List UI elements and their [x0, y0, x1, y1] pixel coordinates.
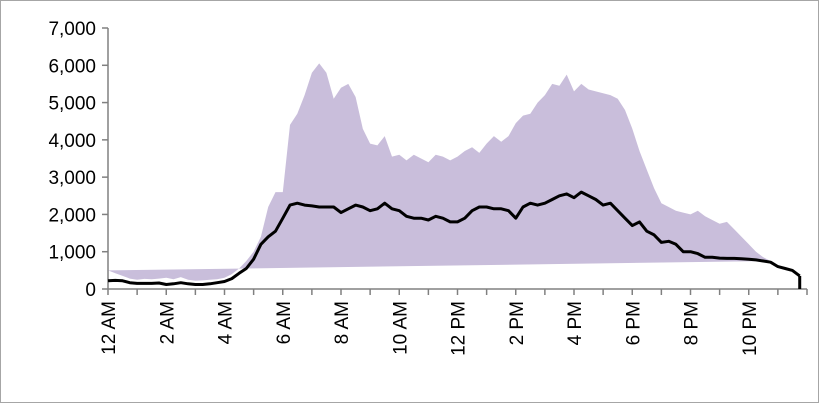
y-tick-label: 0 [85, 280, 96, 301]
x-tick-label: 2 PM [507, 301, 528, 345]
x-tick-label: 8 PM [682, 301, 703, 345]
x-tick-label: 8 AM [332, 301, 353, 344]
y-tick-label: 6,000 [48, 56, 96, 77]
x-tick-label: 10 AM [390, 301, 411, 355]
x-tick-label: 2 AM [157, 301, 178, 344]
range-band [108, 63, 771, 281]
x-tick-label: 6 PM [623, 301, 644, 345]
x-tick-label: 6 AM [274, 301, 295, 344]
y-tick-label: 3,000 [48, 168, 96, 189]
range-band-area [108, 63, 771, 281]
y-tick-label: 1,000 [48, 243, 96, 264]
x-axis-ticks: 12 AM 2 AM 4 AM 6 AM 8 AM 10 AM 12 PM 2 PM 4 PM 6… [99, 289, 808, 356]
x-tick-label: 12 AM [99, 301, 120, 355]
x-tick-label: 12 PM [449, 301, 470, 356]
y-tick-label: 4,000 [48, 131, 96, 152]
x-tick-label: 4 PM [565, 301, 586, 345]
x-tick-label: 10 PM [740, 301, 761, 356]
series-line-path [107, 190, 801, 286]
y-tick-label: 2,000 [48, 205, 96, 226]
y-tick-label: 5,000 [48, 94, 96, 115]
x-tick-label: 4 AM [216, 301, 237, 344]
y-tick-label: 7,000 [48, 19, 96, 40]
series-line [107, 190, 802, 289]
y-axis-ticks: 0 1,000 2,000 3,000 4,000 5,000 6,000 7,000 [48, 19, 108, 301]
